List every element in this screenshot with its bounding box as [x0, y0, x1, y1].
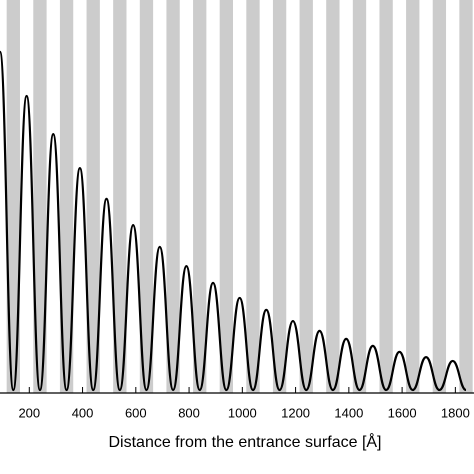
stripe — [272, 0, 287, 393]
x-tick-label: 800 — [178, 405, 200, 420]
curve — [0, 50, 467, 392]
stripe — [166, 0, 180, 393]
x-tick-label: 400 — [72, 405, 94, 420]
stripe — [379, 0, 393, 393]
x-tick-label: 1200 — [281, 405, 310, 420]
stripe — [432, 0, 447, 393]
x-tick-label: 200 — [18, 405, 40, 420]
stripe — [6, 0, 20, 393]
stripe — [113, 0, 127, 393]
stripe — [59, 0, 74, 393]
stripe — [459, 0, 473, 393]
x-tick-label: 1600 — [388, 405, 417, 420]
stripes — [6, 0, 473, 393]
stripe — [139, 0, 154, 393]
stripe — [406, 0, 420, 393]
stripe — [193, 0, 207, 393]
x-tick-label: 1400 — [334, 405, 363, 420]
stripe — [299, 0, 313, 393]
stripe — [33, 0, 47, 393]
stripe — [246, 0, 260, 393]
stripe — [326, 0, 340, 393]
x-tick-label: 1000 — [228, 405, 257, 420]
stripe — [219, 0, 234, 393]
x-tick-label: 1800 — [441, 405, 470, 420]
stripe — [86, 0, 100, 393]
stripe — [352, 0, 367, 393]
x-tick-label: 600 — [125, 405, 147, 420]
x-axis-title: Distance from the entrance surface [Å] — [108, 432, 381, 451]
